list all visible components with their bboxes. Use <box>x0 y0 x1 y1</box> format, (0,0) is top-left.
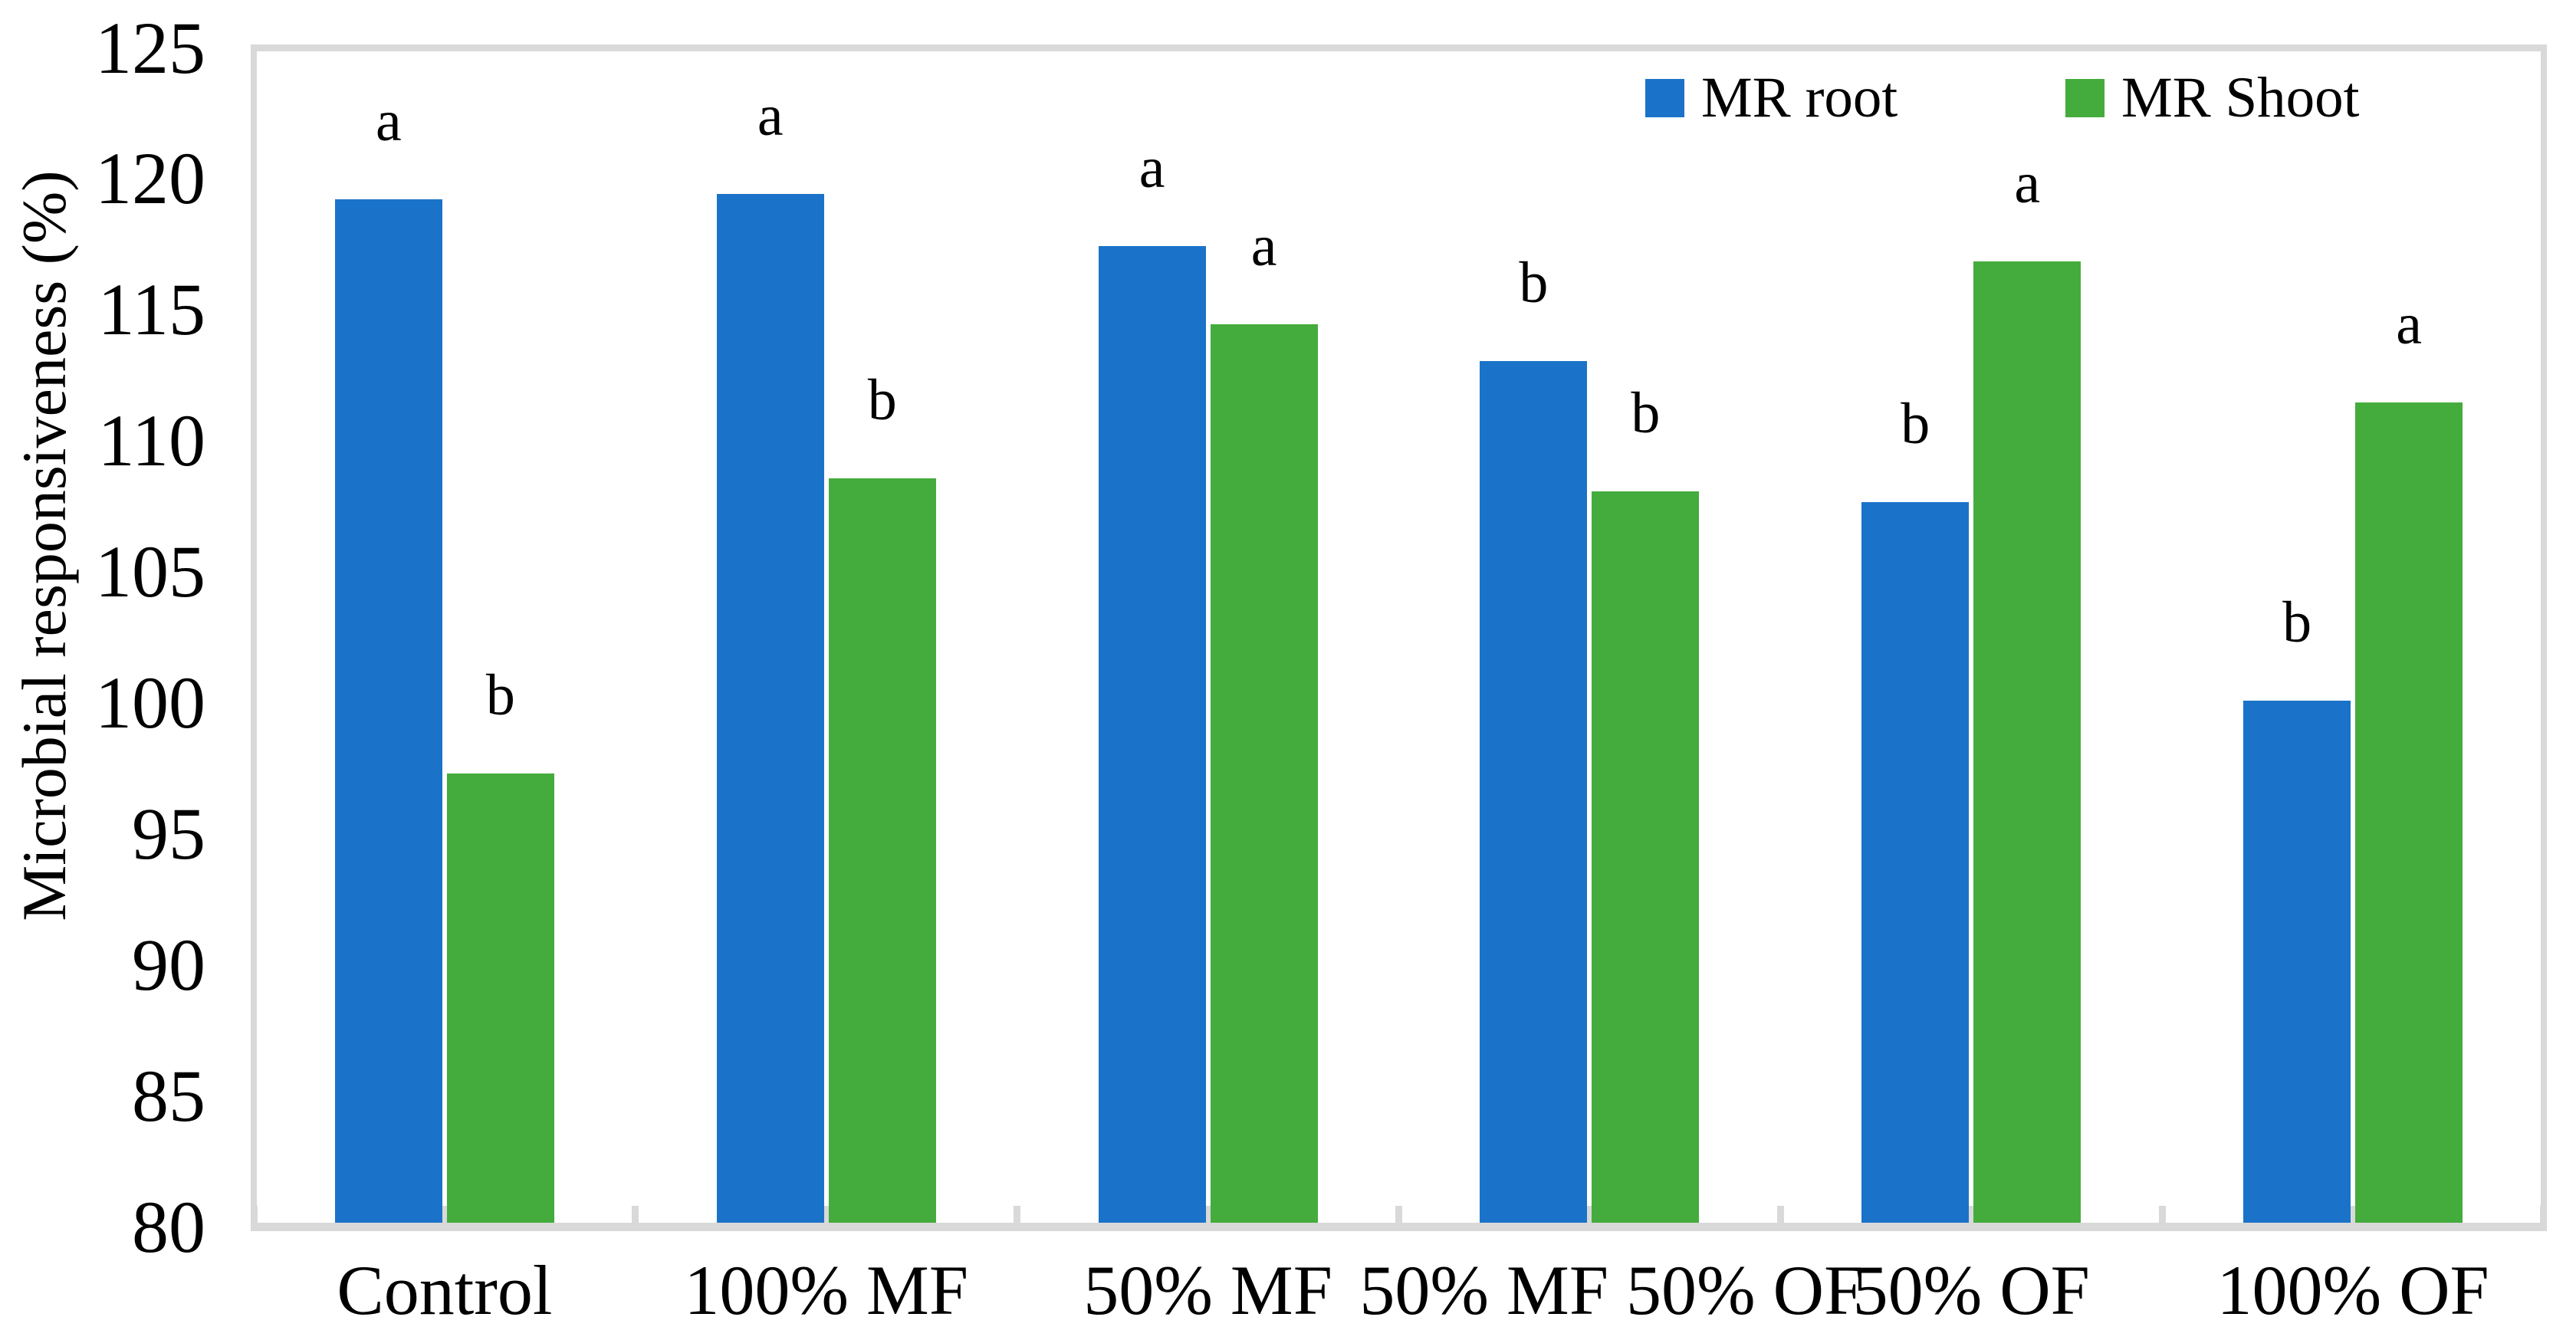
bar-mr-root <box>334 199 442 1223</box>
x-axis-center-tick <box>442 1206 447 1223</box>
x-axis-center-tick <box>1205 1206 1211 1223</box>
y-tick-label: 100 <box>95 662 205 744</box>
significance-letter: a <box>1250 214 1277 278</box>
significance-letter: b <box>1901 392 1930 456</box>
x-tick-label: 100% OF <box>2216 1251 2489 1329</box>
x-axis-boundary-tick <box>1776 1206 1784 1223</box>
legend-label-mr-shoot: MR Shoot <box>2121 66 2360 130</box>
x-axis-center-tick <box>2351 1206 2356 1223</box>
y-tick-label: 125 <box>95 6 205 89</box>
y-tick-label: 90 <box>132 923 205 1006</box>
y-tick-label: 110 <box>97 399 205 482</box>
x-axis-boundary-tick <box>2540 1206 2548 1223</box>
bar-mr-shoot <box>446 773 554 1223</box>
significance-letter: a <box>757 84 784 148</box>
bar-mr-shoot <box>1592 491 1700 1223</box>
legend-item-mr-root: MR root <box>1645 64 1898 133</box>
x-axis-boundary-tick <box>250 1206 258 1223</box>
y-tick-label: 120 <box>95 137 205 220</box>
x-tick-label: 50% MF 50% OF <box>1359 1251 1864 1329</box>
bar-mr-root <box>2243 701 2351 1223</box>
significance-letter: b <box>1519 251 1549 315</box>
bar-mr-root <box>1480 361 1588 1223</box>
significance-letter: a <box>2014 151 2041 215</box>
bar-mr-root <box>1861 502 1970 1223</box>
legend-label-mr-root: MR root <box>1701 66 1898 130</box>
x-axis-boundary-tick <box>1014 1206 1021 1223</box>
y-tick-label: 115 <box>97 268 205 351</box>
x-axis-boundary-tick <box>1395 1206 1402 1223</box>
significance-letter: b <box>2282 590 2312 655</box>
significance-letter: b <box>1631 381 1661 445</box>
x-tick-label: 100% MF <box>684 1251 969 1329</box>
bar-mr-root <box>716 194 824 1223</box>
x-tick-label: 50% MF <box>1083 1251 1332 1329</box>
plot-area: a b a b a a b b b a b a MR root MR Shoot <box>250 44 2548 1231</box>
x-axis-center-tick <box>1969 1206 1974 1223</box>
y-tick-label: 85 <box>132 1054 205 1137</box>
x-axis-boundary-tick <box>2158 1206 2166 1223</box>
y-tick-label: 105 <box>95 530 205 613</box>
x-tick-label: Control <box>337 1251 553 1329</box>
bar-mr-root <box>1098 246 1206 1223</box>
y-tick-label: 95 <box>132 792 205 875</box>
significance-letter: b <box>867 368 897 432</box>
bar-mr-shoot <box>2355 402 2463 1223</box>
legend-swatch-mr-shoot-icon <box>2065 79 2104 117</box>
bar-mr-shoot <box>1973 261 2082 1223</box>
significance-letter: a <box>376 89 402 153</box>
x-axis-center-tick <box>1587 1206 1592 1223</box>
significance-letter: a <box>2396 292 2422 356</box>
x-axis-center-tick <box>823 1206 829 1223</box>
legend-item-mr-shoot: MR Shoot <box>2065 64 2360 133</box>
bar-mr-shoot <box>1210 324 1318 1223</box>
x-tick-label: 50% OF <box>1852 1251 2090 1329</box>
y-tick-label: 80 <box>132 1185 205 1268</box>
significance-letter: a <box>1138 136 1165 200</box>
x-axis-boundary-tick <box>632 1206 639 1223</box>
bar-mr-shoot <box>828 478 936 1223</box>
legend-swatch-mr-root-icon <box>1645 79 1684 117</box>
significance-letter: b <box>485 663 515 727</box>
